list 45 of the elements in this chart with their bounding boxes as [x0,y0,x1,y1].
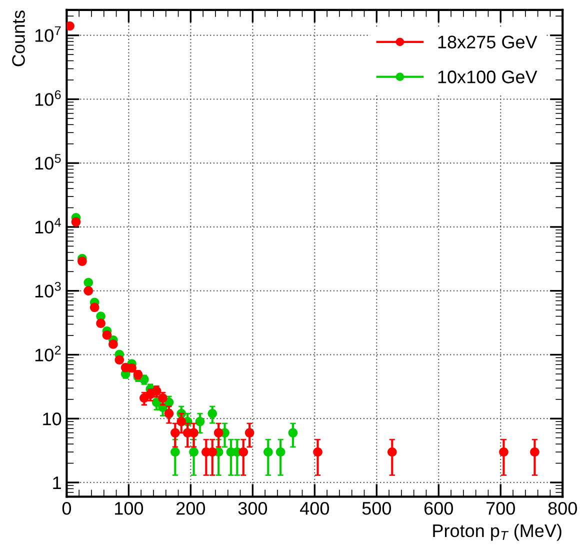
y-tick-label: 10$^{5}$ [35,154,61,170]
point [238,447,248,457]
y-tick-label: 10 [43,412,62,426]
x-tick-label: 400 [300,502,330,515]
point [276,447,286,457]
legend-label: 10x100 GeV [438,70,538,84]
x-tick-label: 300 [238,502,268,515]
y-axis-title: Counts [12,10,25,66]
x-tick-label: 600 [424,502,453,515]
y-tick-label: 10$^{4}$ [35,218,61,234]
point [84,286,94,296]
point [208,408,218,418]
point [214,428,224,438]
y-tick-label: 1 [53,476,61,490]
point [195,416,205,426]
point [208,447,218,457]
point [90,302,100,312]
point [313,447,322,457]
point [114,355,124,365]
legend-label: 18x275 GeV [438,36,538,48]
point [530,447,540,457]
point [244,428,254,438]
x-tick-label: 200 [176,502,206,515]
point [71,217,81,227]
point [264,447,273,457]
x-tick-label: 0 [62,502,72,515]
point [499,447,508,457]
point [108,340,118,349]
point [102,330,112,340]
x-tick-label: 800 [548,502,577,515]
x-tick-label: 500 [362,502,391,515]
y-tick-label: 10$^{2}$ [35,346,61,362]
x-tick-label: 700 [486,502,515,515]
point [96,318,106,328]
point [84,278,94,288]
y-tick-label: 10$^{6}$ [35,90,61,106]
x-tick-label: 100 [115,502,144,515]
point [387,447,397,457]
point [170,428,180,438]
y-tick-label: 10$^{3}$ [35,282,61,298]
point [288,428,298,438]
point [176,416,186,426]
y-tick-label: 10$^{7}$ [35,26,61,42]
x-axis-title: Proton p$_{T}$ (MeV) [433,524,562,541]
point [78,256,87,266]
